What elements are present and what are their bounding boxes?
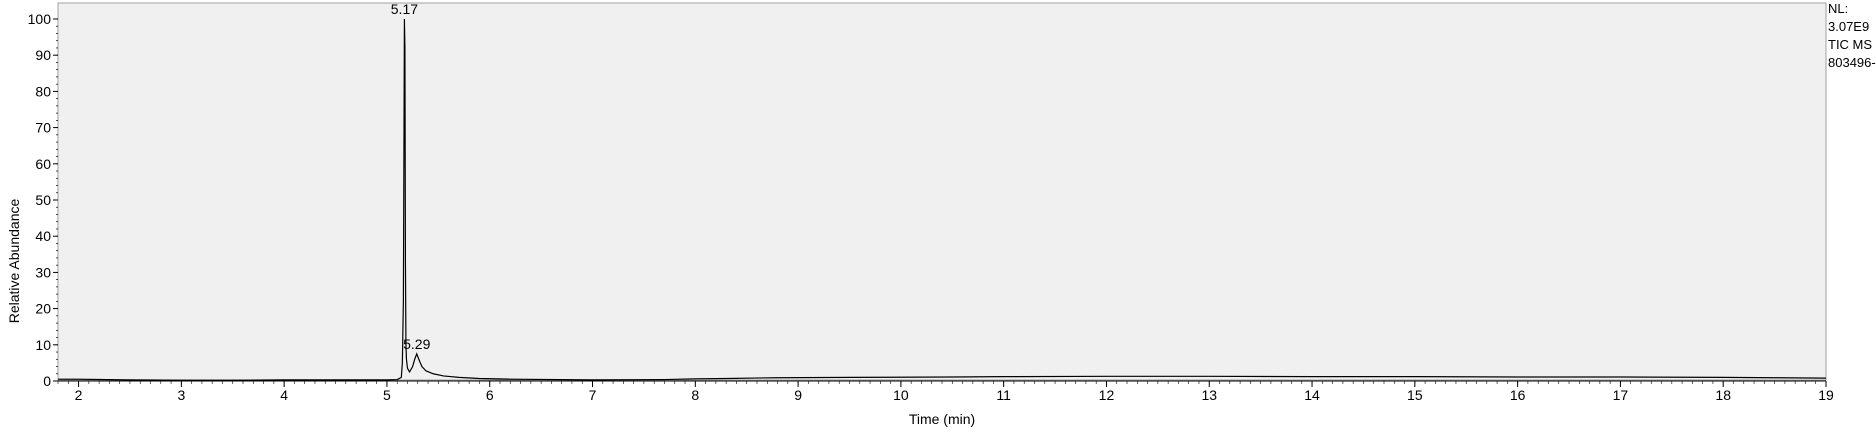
y-tick-label: 0 xyxy=(43,373,51,389)
nl-info-line: NL: xyxy=(1828,1,1848,16)
chromatogram-trace xyxy=(58,18,1827,381)
x-tick-label: 17 xyxy=(1613,387,1629,403)
peak-annotations: 5.17 5.29 xyxy=(391,1,431,352)
x-tick-label: 15 xyxy=(1407,387,1423,403)
nl-info-line: TIC MS xyxy=(1828,37,1872,52)
nl-info-block: NL: 3.07E9 TIC MS 803496- xyxy=(1828,1,1876,70)
y-axis-title: Relative Abundance xyxy=(6,199,22,324)
y-tick-label: 40 xyxy=(35,228,51,244)
x-tick-label: 11 xyxy=(996,387,1011,403)
y-tick-label: 50 xyxy=(35,192,51,208)
y-tick-label: 10 xyxy=(35,337,51,353)
x-tick-label: 16 xyxy=(1510,387,1526,403)
x-tick-label: 19 xyxy=(1818,387,1834,403)
x-tick-label: 5 xyxy=(383,387,391,403)
x-tick-label: 13 xyxy=(1201,387,1217,403)
y-tick-label: 30 xyxy=(35,264,51,280)
axis-tick-labels: 0 10 20 30 40 50 60 70 80 90 100 2 3 4 5 6 7 8 9 10 11 12 13 14… xyxy=(28,11,1834,403)
x-tick-label: 14 xyxy=(1304,387,1320,403)
y-tick-label: 90 xyxy=(35,47,51,63)
x-tick-label: 12 xyxy=(1099,387,1115,403)
peak-label: 5.29 xyxy=(403,336,430,352)
nl-info-line: 803496- xyxy=(1828,55,1876,70)
y-tick-label: 80 xyxy=(35,83,51,99)
x-tick-label: 7 xyxy=(589,387,597,403)
x-tick-label: 10 xyxy=(893,387,909,403)
x-axis-title: Time (min) xyxy=(909,411,975,427)
x-tick-label: 2 xyxy=(75,387,83,403)
x-tick-label: 18 xyxy=(1715,387,1731,403)
x-tick-label: 8 xyxy=(691,387,699,403)
nl-info-line: 3.07E9 xyxy=(1828,19,1869,34)
y-tick-label: 100 xyxy=(28,11,52,27)
plot-area xyxy=(57,2,1827,381)
peak-label: 5.17 xyxy=(391,1,418,17)
x-tick-label: 9 xyxy=(794,387,802,403)
x-tick-label: 4 xyxy=(280,387,288,403)
y-tick-label: 20 xyxy=(35,301,51,317)
y-tick-label: 60 xyxy=(35,156,51,172)
x-tick-label: 3 xyxy=(177,387,185,403)
axis-ticks xyxy=(53,18,1827,387)
x-tick-label: 6 xyxy=(486,387,494,403)
y-tick-label: 70 xyxy=(35,120,51,136)
